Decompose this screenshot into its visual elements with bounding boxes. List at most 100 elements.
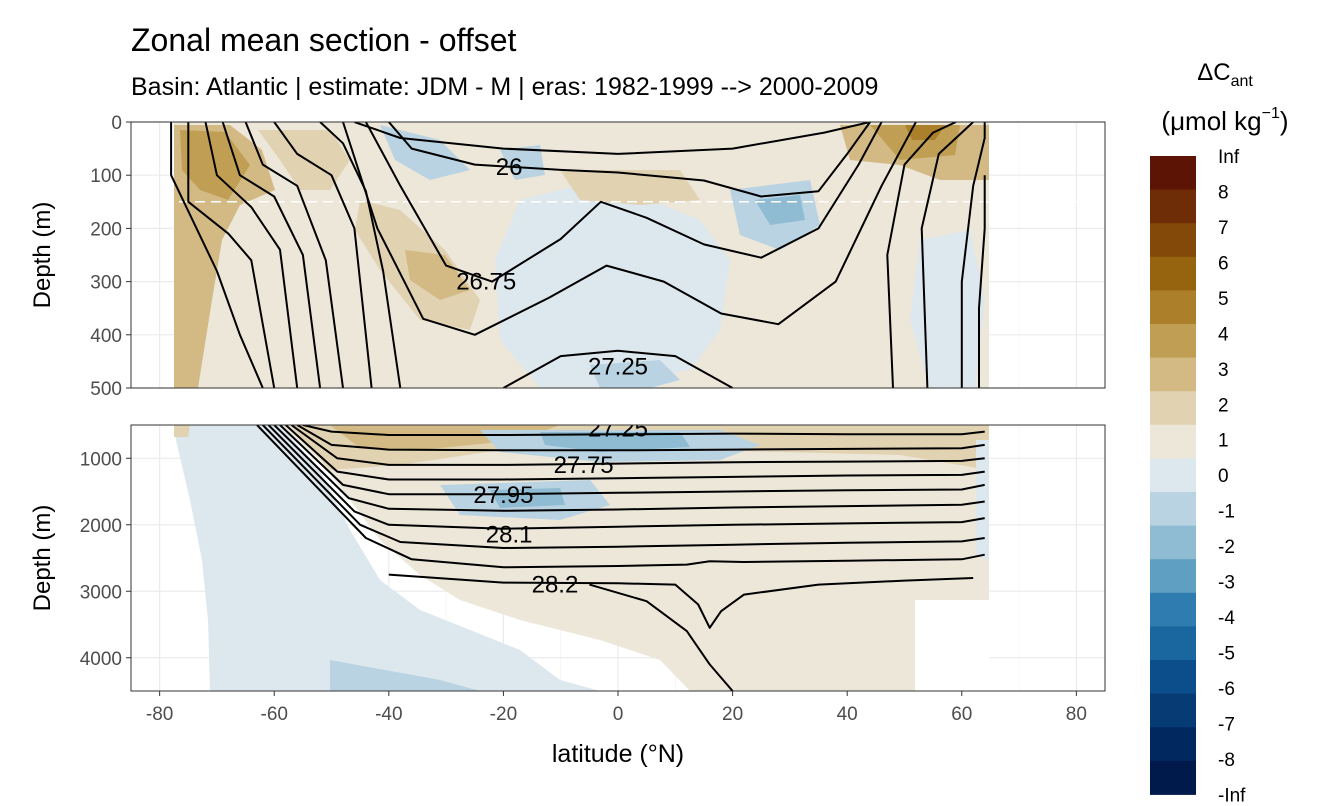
legend-swatch — [1150, 760, 1196, 795]
x-tick-label: -80 — [146, 704, 173, 725]
y-tick-label: 4000 — [80, 649, 122, 670]
panel-top: 26 26.75 27.25 0 100 200 300 400 500 Depth (m) — [29, 113, 1106, 400]
contour-label: 27.95 — [473, 482, 533, 509]
isopycnal-line — [388, 573, 974, 629]
isopycnal-line — [273, 425, 985, 512]
legend-label: 3 — [1218, 360, 1229, 381]
x-tick-label: 20 — [722, 704, 743, 725]
isopycnal-line — [978, 175, 986, 388]
isopycnal-line — [221, 122, 322, 388]
legend-title-subscript: ant — [1231, 73, 1254, 90]
isopycnal-line — [920, 122, 974, 388]
legend-label: Inf — [1218, 147, 1240, 168]
isopycnal-line — [285, 425, 985, 481]
contour-label: 27.25 — [588, 415, 648, 442]
legend-label: 2 — [1218, 395, 1229, 416]
legend-swatch — [1150, 592, 1196, 627]
contour-label: 26 — [496, 154, 523, 181]
legend-swatch — [1150, 290, 1196, 325]
y-tick-label: 400 — [90, 326, 122, 347]
legend-swatch — [1150, 223, 1196, 258]
legend-label: 8 — [1218, 182, 1229, 203]
legend-swatch — [1150, 324, 1196, 359]
top-cool-deep — [590, 360, 680, 388]
panel-bottom: 27.25 27.75 27.95 28.1 28.2 1000 2000 3000 4000… — [29, 415, 1106, 692]
isopycnal-line — [204, 122, 299, 388]
chart-title: Zonal mean section - offset — [131, 22, 517, 58]
isopycnal-line — [262, 425, 985, 549]
bot-cool-band-core — [540, 432, 690, 452]
isopycnal-line — [296, 425, 985, 452]
isopycnal-line — [244, 122, 344, 388]
panel-top-y-ticks: 0 100 200 300 400 500 — [90, 113, 131, 400]
contour-label: 27.25 — [588, 354, 648, 381]
x-tick-label: 0 — [613, 704, 624, 725]
legend-unit: (μmol kg−1) — [1161, 105, 1288, 136]
legend-label: -7 — [1218, 714, 1235, 735]
legend-swatch — [1150, 189, 1196, 224]
y-tick-label: 1000 — [80, 449, 122, 470]
legend-label: -Inf — [1218, 785, 1246, 806]
panel-bottom-contour-labels: 27.25 27.75 27.95 28.1 28.2 — [473, 415, 648, 599]
legend-swatch — [1150, 424, 1196, 459]
bot-east-strip — [976, 440, 989, 560]
isopycnal-line — [365, 122, 883, 283]
legend-unit-suffix: ) — [1280, 106, 1289, 136]
top-warm-shelf-mid — [560, 170, 700, 205]
chart-subtitle: Basin: Atlantic | estimate: JDM - M | er… — [131, 73, 879, 101]
legend-swatch — [1150, 525, 1196, 560]
isopycnal-line — [342, 122, 917, 336]
isopycnal-line — [354, 122, 871, 155]
legend-swatch — [1150, 256, 1196, 291]
isopycnal-line — [960, 122, 986, 388]
panel-bottom-isopycnals — [256, 425, 985, 691]
legend-label: 5 — [1218, 289, 1229, 310]
x-axis-ticks: -80 -60 -40 -20 0 20 40 60 80 — [146, 691, 1087, 725]
y-tick-label: 100 — [90, 166, 122, 187]
contour-label: 26.75 — [456, 269, 516, 296]
legend-unit-superscript: −1 — [1262, 105, 1280, 122]
x-tick-label: -20 — [490, 704, 517, 725]
legend-labels: Inf 8 7 6 5 4 3 2 1 0 -1 -2 -3 -4 -5 -6 -7 -8 -Inf — [1218, 147, 1246, 806]
panel-bottom-field: 27.25 27.75 27.95 28.1 28.2 — [174, 415, 989, 691]
top-cool-patch — [500, 145, 545, 180]
contour-label: 27.75 — [554, 452, 614, 479]
legend-label: -3 — [1218, 573, 1235, 594]
legend-swatch — [1150, 727, 1196, 762]
top-warm-centre-core — [405, 250, 470, 300]
legend-label: 1 — [1218, 431, 1229, 452]
isopycnal-line — [886, 122, 957, 388]
contour-label: 28.1 — [486, 522, 533, 549]
y-tick-label: 300 — [90, 273, 122, 294]
panel-bottom-y-ticks: 1000 2000 3000 4000 — [80, 449, 131, 670]
legend-title: ΔCant — [1197, 59, 1253, 90]
isopycnal-line — [170, 122, 264, 388]
top-warm-west — [174, 125, 275, 388]
y-tick-label: 3000 — [80, 582, 122, 603]
legend-label: -8 — [1218, 750, 1235, 771]
legend-swatch — [1150, 559, 1196, 594]
x-tick-label: 60 — [951, 704, 972, 725]
legend-label: -4 — [1218, 608, 1235, 629]
panel-top-contour-labels: 26 26.75 27.25 — [456, 154, 648, 381]
bot-cool-abyss — [330, 660, 480, 691]
legend-swatch — [1150, 156, 1196, 191]
legend-swatch — [1150, 492, 1196, 527]
legend-label: -1 — [1218, 502, 1235, 523]
x-tick-label: 80 — [1066, 704, 1087, 725]
isopycnal-line — [589, 583, 734, 691]
top-cool-east — [910, 230, 985, 388]
legend-swatch — [1150, 660, 1196, 695]
bot-warm-shelf — [174, 425, 190, 437]
legend-label: -2 — [1218, 537, 1235, 558]
legend-label: 4 — [1218, 324, 1229, 345]
isopycnal-line — [279, 425, 985, 496]
isopycnal-line — [273, 122, 373, 388]
x-tick-label: -60 — [261, 704, 288, 725]
isopycnal-line — [267, 425, 985, 530]
y-tick-label: 200 — [90, 219, 122, 240]
x-tick-label: 40 — [837, 704, 858, 725]
panel-top-isopycnals — [170, 122, 986, 388]
